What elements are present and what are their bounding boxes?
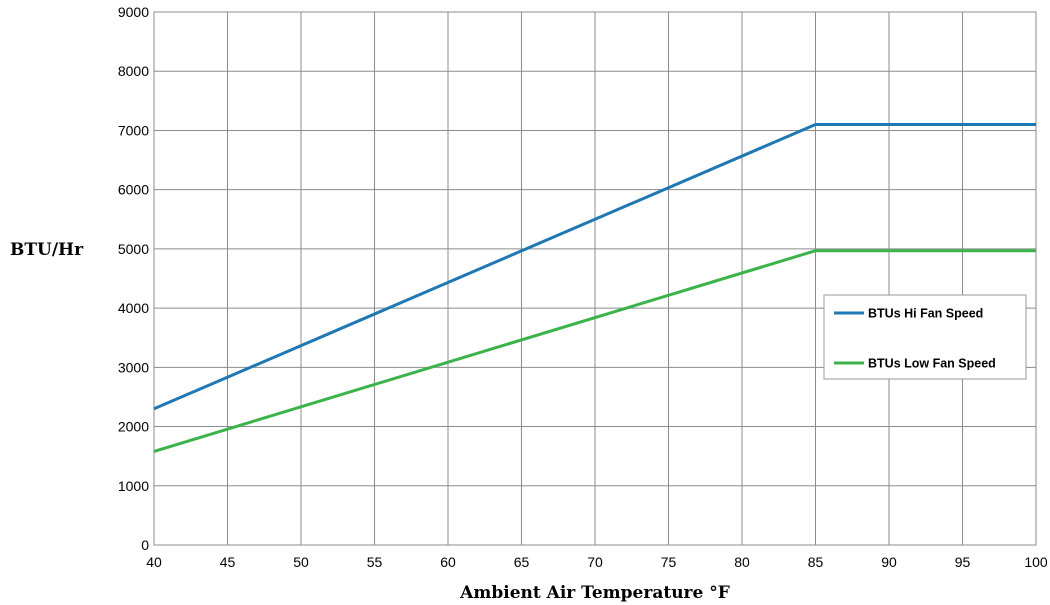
y-tick-label: 3000 <box>118 359 149 375</box>
y-tick-label: 2000 <box>118 419 149 435</box>
grid <box>153 11 1037 546</box>
y-tick-label: 1000 <box>118 478 149 494</box>
x-tick-label: 60 <box>440 554 456 570</box>
legend-box <box>823 294 1027 380</box>
series-line-low-fan <box>153 249 1036 453</box>
legend-label: BTUs Low Fan Speed <box>868 357 996 371</box>
y-tick-label: 0 <box>141 537 149 553</box>
y-axis-ticks: 0 1000 2000 3000 4000 5000 6000 7000 8000 9000 <box>118 4 149 553</box>
x-tick-label: 85 <box>808 554 824 570</box>
plot-area <box>153 11 1037 546</box>
series-lines <box>153 123 1036 453</box>
x-tick-label: 100 <box>1024 554 1048 570</box>
x-tick-label: 55 <box>367 554 383 570</box>
legend: BTUs Hi Fan Speed BTUs Low Fan Speed <box>823 294 1027 380</box>
y-tick-label: 6000 <box>118 182 149 198</box>
x-tick-label: 80 <box>734 554 750 570</box>
x-tick-label: 70 <box>587 554 603 570</box>
y-tick-label: 5000 <box>118 241 149 257</box>
legend-label: BTUs Hi Fan Speed <box>868 307 983 321</box>
x-tick-label: 75 <box>661 554 677 570</box>
x-tick-label: 50 <box>293 554 309 570</box>
y-tick-label: 8000 <box>118 63 149 79</box>
x-tick-label: 45 <box>220 554 236 570</box>
y-tick-label: 7000 <box>118 122 149 138</box>
x-tick-label: 90 <box>881 554 897 570</box>
y-axis-title: BTU/Hr <box>10 240 84 260</box>
series-line-hi-fan <box>153 123 1036 411</box>
x-tick-label: 65 <box>514 554 530 570</box>
x-tick-label: 40 <box>146 554 162 570</box>
x-axis-ticks: 40 45 50 55 60 65 70 75 80 85 90 95 100 <box>146 554 1048 570</box>
y-tick-label: 9000 <box>118 4 149 20</box>
x-axis-title: Ambient Air Temperature °F <box>459 583 730 603</box>
x-tick-label: 95 <box>955 554 971 570</box>
y-tick-label: 4000 <box>118 300 149 316</box>
